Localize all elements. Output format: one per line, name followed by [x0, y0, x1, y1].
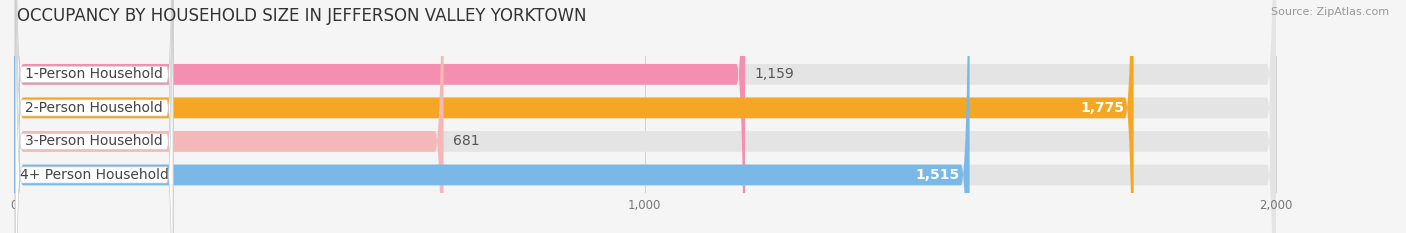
Text: OCCUPANCY BY HOUSEHOLD SIZE IN JEFFERSON VALLEY YORKTOWN: OCCUPANCY BY HOUSEHOLD SIZE IN JEFFERSON…: [17, 7, 586, 25]
FancyBboxPatch shape: [15, 0, 173, 233]
Text: 1,775: 1,775: [1080, 101, 1125, 115]
FancyBboxPatch shape: [14, 0, 443, 233]
Text: 1,159: 1,159: [755, 67, 794, 81]
Text: 2-Person Household: 2-Person Household: [25, 101, 163, 115]
FancyBboxPatch shape: [15, 0, 173, 233]
FancyBboxPatch shape: [15, 0, 173, 233]
FancyBboxPatch shape: [14, 0, 1275, 233]
Text: 681: 681: [453, 134, 479, 148]
FancyBboxPatch shape: [14, 0, 745, 233]
FancyBboxPatch shape: [14, 0, 1275, 233]
Text: 1-Person Household: 1-Person Household: [25, 67, 163, 81]
FancyBboxPatch shape: [14, 0, 1133, 233]
FancyBboxPatch shape: [14, 0, 970, 233]
FancyBboxPatch shape: [15, 0, 173, 233]
Text: 1,515: 1,515: [915, 168, 960, 182]
Text: 3-Person Household: 3-Person Household: [25, 134, 163, 148]
FancyBboxPatch shape: [14, 0, 1275, 233]
FancyBboxPatch shape: [14, 0, 1275, 233]
Text: 4+ Person Household: 4+ Person Household: [20, 168, 169, 182]
Text: Source: ZipAtlas.com: Source: ZipAtlas.com: [1271, 7, 1389, 17]
